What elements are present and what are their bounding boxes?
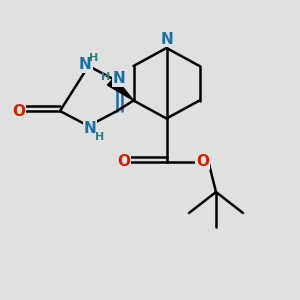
Text: N: N — [113, 71, 126, 86]
Text: O: O — [12, 103, 26, 118]
Text: N: N — [84, 121, 96, 136]
Text: O: O — [117, 154, 130, 169]
Text: N: N — [160, 32, 173, 46]
Text: N: N — [79, 57, 92, 72]
Polygon shape — [107, 77, 134, 100]
Text: H: H — [95, 131, 104, 142]
Text: O: O — [196, 154, 209, 169]
Text: H: H — [89, 52, 98, 63]
Text: H: H — [101, 72, 110, 82]
